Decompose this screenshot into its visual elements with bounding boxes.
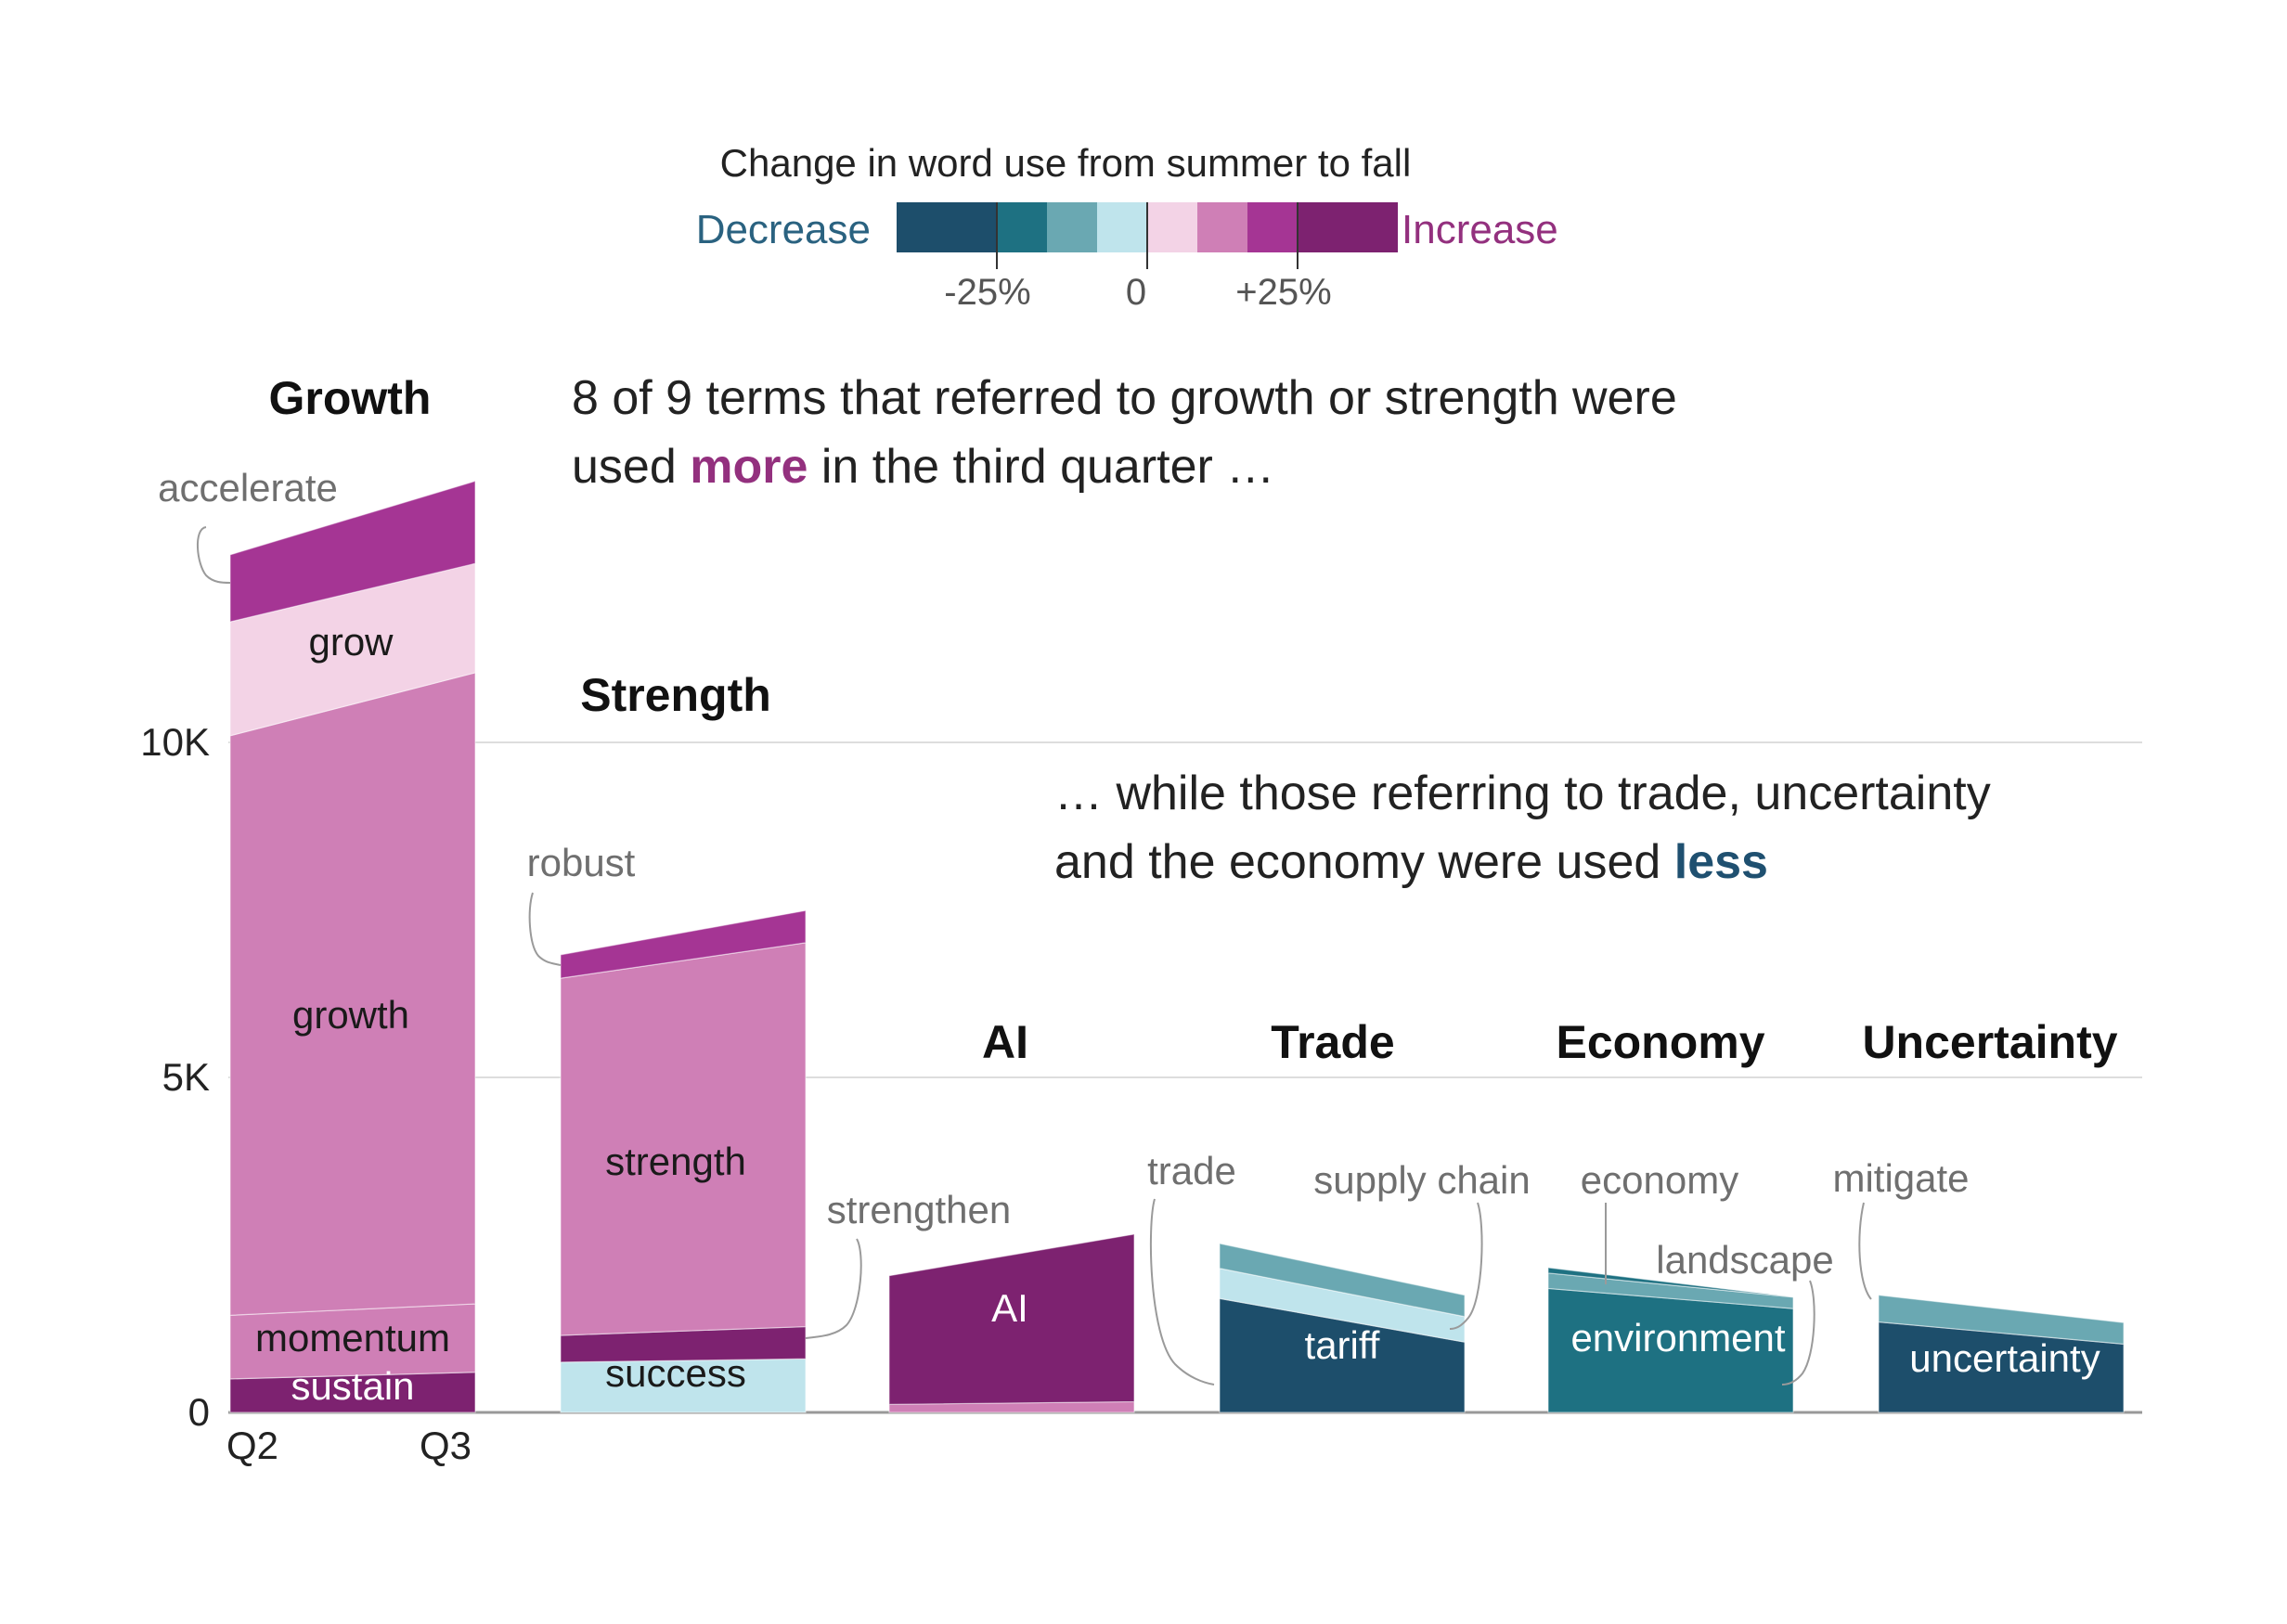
area-group-trade xyxy=(1219,1243,1466,1413)
label-growth: growth xyxy=(292,993,409,1037)
legend: Change in word use from summer to fall D… xyxy=(696,141,1558,313)
area-groups xyxy=(229,480,2125,1413)
leader-supply-chain xyxy=(1449,1202,1483,1330)
legend-decrease-label: Decrease xyxy=(696,207,871,252)
area-uncertainty-mitigate xyxy=(1878,1294,2125,1346)
legend-title: Change in word use from summer to fall xyxy=(720,141,1412,185)
legend-swatch-1 xyxy=(997,202,1047,252)
group-title-strength: Strength xyxy=(580,669,771,721)
annotation-more-post: in the third quarter … xyxy=(808,440,1274,494)
area-group-economy xyxy=(1547,1267,1794,1413)
label-momentum: momentum xyxy=(255,1316,450,1360)
leader-trade xyxy=(1149,1198,1215,1386)
leader-strengthen xyxy=(805,1238,862,1339)
label-ai: AI xyxy=(991,1286,1028,1330)
x-tick-q2: Q2 xyxy=(226,1424,278,1467)
area-growth-accelerate xyxy=(229,480,476,623)
area-trade-supply-chain xyxy=(1219,1243,1466,1318)
gridlines: 0 5K 10K xyxy=(140,720,2142,1434)
group-title-growth: Growth xyxy=(269,372,432,424)
legend-swatch-2 xyxy=(1047,202,1097,252)
group-title-ai: AI xyxy=(982,1016,1028,1068)
legend-increase-label: Increase xyxy=(1402,207,1558,252)
legend-swatch-5 xyxy=(1197,202,1247,252)
area-group-strength xyxy=(560,909,807,1413)
annotation-less-line1: … while those referring to trade, uncert… xyxy=(1054,767,1991,820)
annotation-more-line2: used more in the third quarter … xyxy=(572,440,1274,494)
leader-accelerate xyxy=(196,526,231,584)
area-economy-economy xyxy=(1547,1272,1794,1309)
label-strengthen: strengthen xyxy=(827,1188,1011,1231)
legend-tick-zero: 0 xyxy=(1126,272,1146,313)
legend-swatch-0 xyxy=(897,202,997,252)
leader-landscape xyxy=(1781,1280,1815,1386)
legend-tick-minus25: -25% xyxy=(944,272,1030,313)
area-strength-robust xyxy=(560,909,807,979)
legend-swatch-7 xyxy=(1298,202,1398,252)
leader-mitigate xyxy=(1858,1202,1872,1300)
leader-robust xyxy=(528,892,562,966)
y-tick-0: 0 xyxy=(188,1390,210,1434)
x-tick-q3: Q3 xyxy=(420,1424,472,1467)
label-grow: grow xyxy=(308,620,394,664)
label-mitigate: mitigate xyxy=(1832,1156,1969,1200)
legend-swatch-4 xyxy=(1147,202,1197,252)
legend-swatch-6 xyxy=(1247,202,1298,252)
group-title-trade: Trade xyxy=(1271,1016,1394,1068)
area-group-growth xyxy=(229,480,476,1413)
legend-tick-plus25: +25% xyxy=(1235,272,1331,313)
label-economy: economy xyxy=(1581,1158,1738,1202)
annotation-more: 8 of 9 terms that referred to growth or … xyxy=(572,371,1677,494)
group-titles: Growth Strength AI Trade Economy Uncerta… xyxy=(269,372,2118,1068)
area-group-uncertainty xyxy=(1878,1294,2125,1413)
annotation-more-pre: used xyxy=(572,440,690,494)
label-success: success xyxy=(605,1351,746,1395)
label-leaders xyxy=(196,526,1872,1386)
annotation-less-pre: and the economy were used xyxy=(1054,835,1674,889)
y-tick-10k: 10K xyxy=(140,720,210,764)
label-accelerate: accelerate xyxy=(158,466,338,509)
annotation-more-bold: more xyxy=(690,440,808,494)
group-title-economy: Economy xyxy=(1556,1016,1764,1068)
group-title-uncertainty: Uncertainty xyxy=(1862,1016,2117,1068)
label-sustain: sustain xyxy=(291,1364,414,1408)
label-landscape: landscape xyxy=(1656,1238,1833,1282)
annotation-more-line1: 8 of 9 terms that referred to growth or … xyxy=(572,371,1677,425)
annotation-less-bold: less xyxy=(1674,835,1768,889)
label-robust: robust xyxy=(527,841,636,884)
label-trade: trade xyxy=(1147,1149,1236,1192)
label-tariff: tariff xyxy=(1305,1323,1380,1367)
annotation-less-line2: and the economy were used less xyxy=(1054,835,1768,889)
legend-color-scale xyxy=(897,202,1398,269)
label-strength: strength xyxy=(605,1140,746,1183)
label-supply-chain: supply chain xyxy=(1313,1158,1530,1202)
legend-swatch-3 xyxy=(1097,202,1147,252)
label-uncertainty: uncertainty xyxy=(1909,1336,2100,1380)
area-group-ai xyxy=(888,1233,1135,1413)
y-tick-5k: 5K xyxy=(162,1055,210,1099)
annotation-less: … while those referring to trade, uncert… xyxy=(1054,767,1991,889)
label-environment: environment xyxy=(1570,1316,1785,1360)
area-ai-ai xyxy=(888,1233,1135,1405)
area-economy-landscape xyxy=(1547,1267,1794,1298)
